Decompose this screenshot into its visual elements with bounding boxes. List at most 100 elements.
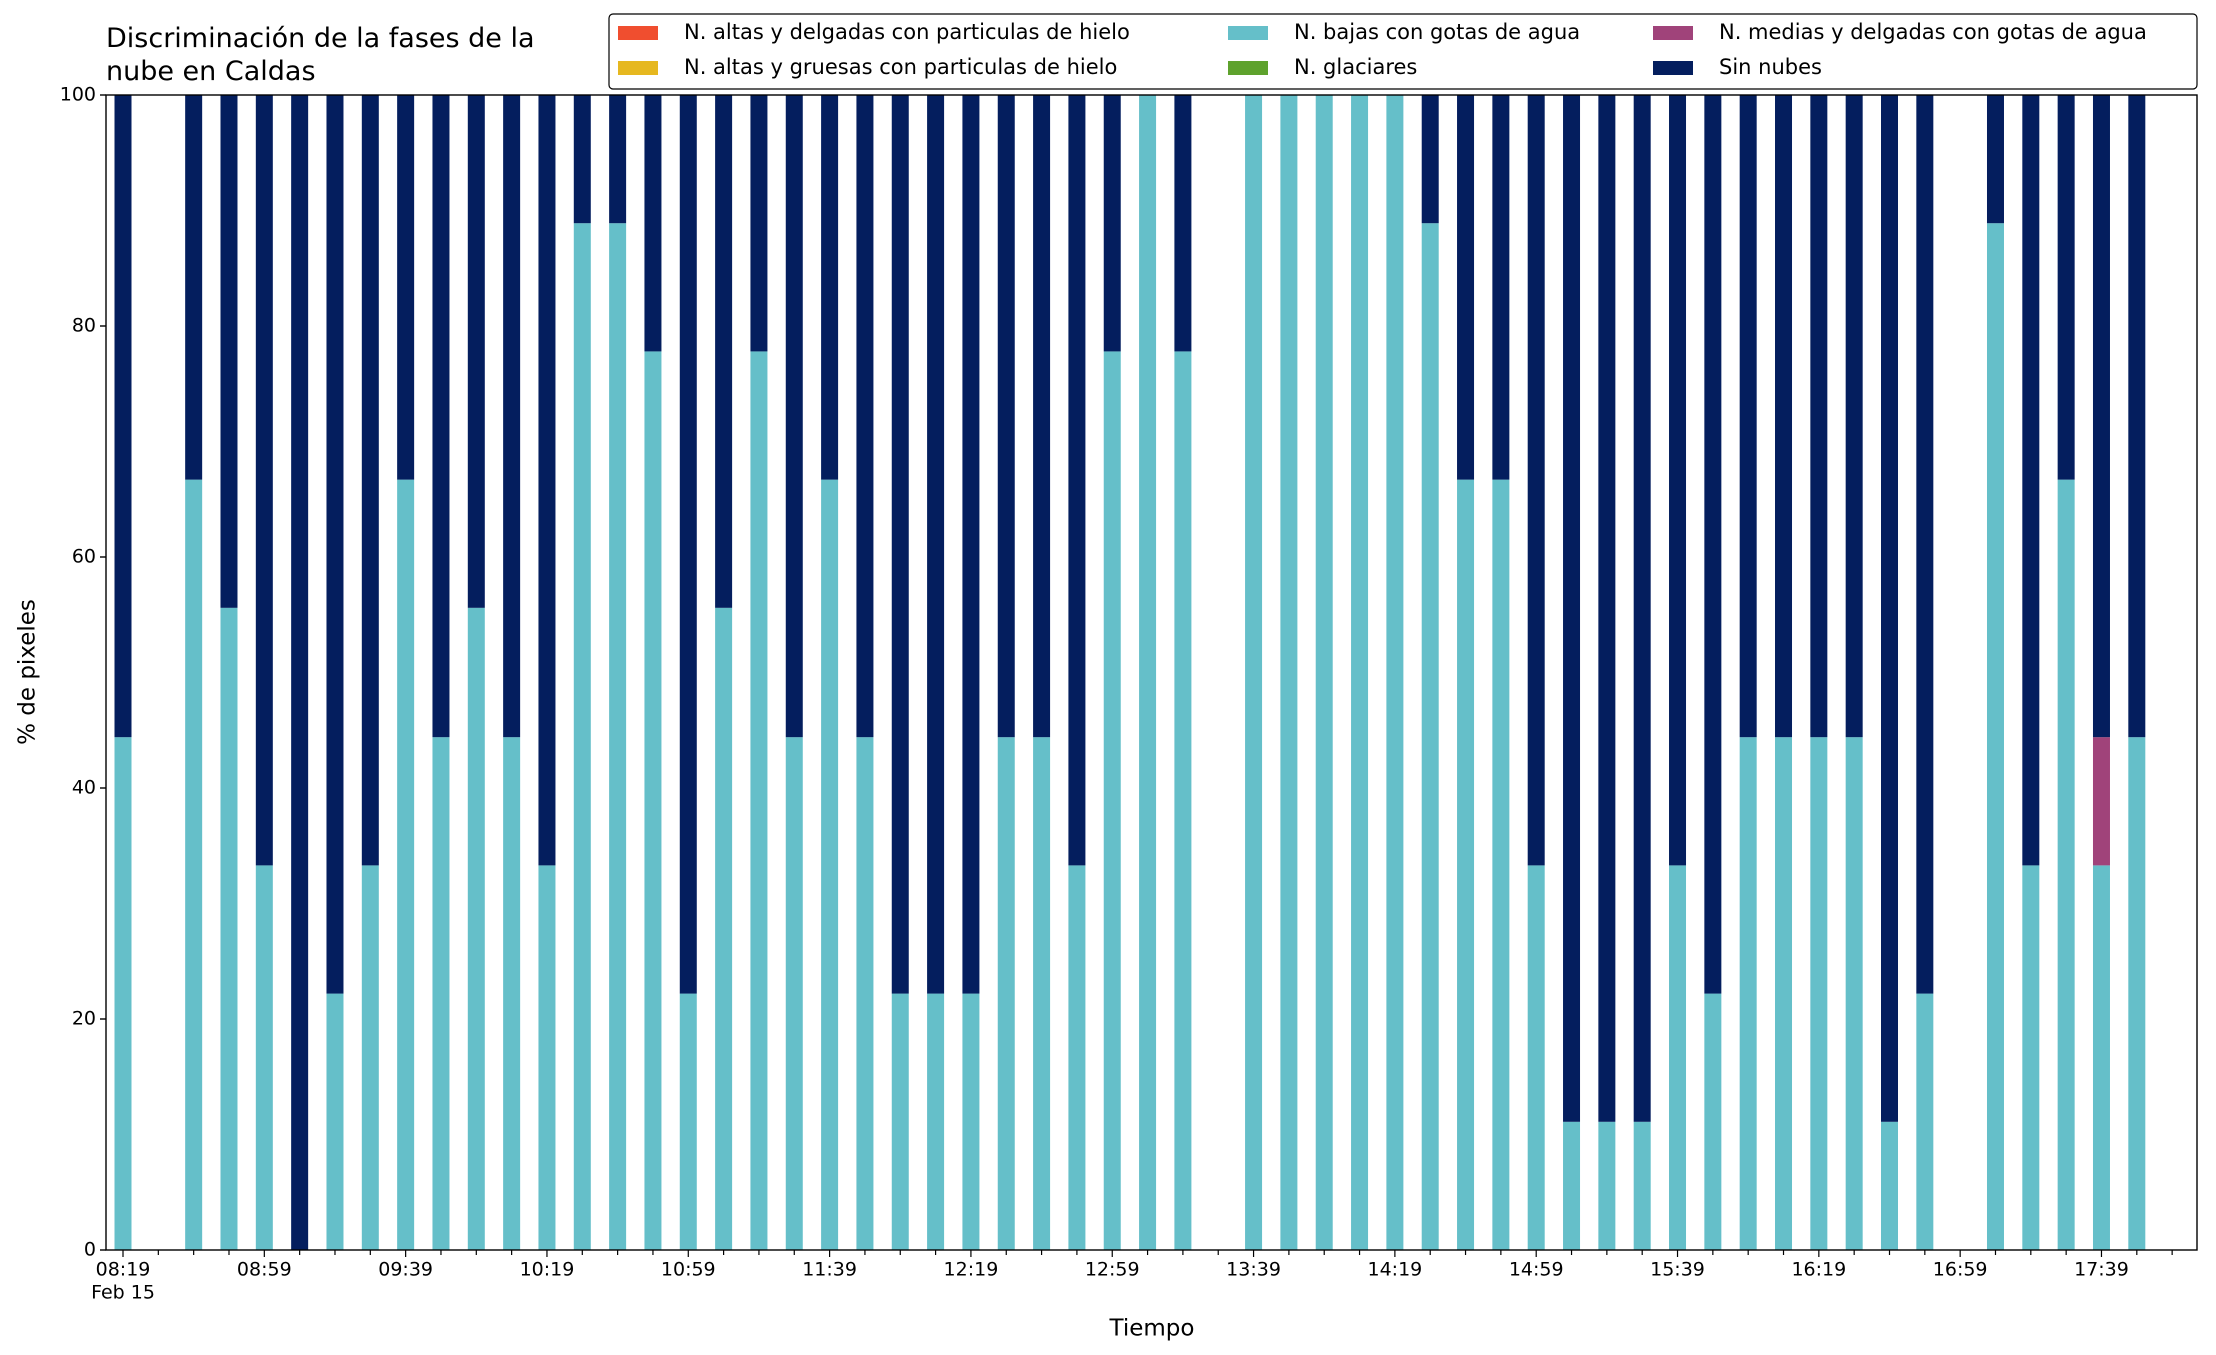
bar-segment <box>1916 95 1934 994</box>
bar-segment <box>326 95 344 994</box>
bar-segment <box>538 865 556 1250</box>
legend-label: N. medias y delgadas con gotas de agua <box>1719 20 2147 44</box>
bar-segment <box>1669 95 1687 866</box>
x-date-label: Feb 15 <box>91 1282 155 1304</box>
bar-segment <box>679 95 697 994</box>
bar-segment <box>503 737 521 1250</box>
y-axis-label: % de pixeles <box>15 599 41 745</box>
bar-segment <box>1103 95 1121 352</box>
bar-segment <box>1810 95 1828 738</box>
bar-segment <box>255 865 273 1250</box>
bar-segment <box>220 95 238 608</box>
bar-segment <box>609 223 627 1251</box>
bar-segment <box>1845 737 1863 1250</box>
x-tick-label: 08:19 <box>96 1259 151 1281</box>
bar-segment <box>432 737 450 1250</box>
bar-segment <box>715 607 733 1250</box>
bar-segment <box>220 607 238 1250</box>
bar-segment <box>361 865 379 1250</box>
x-tick-label: 11:39 <box>802 1259 857 1281</box>
bar-segment <box>679 993 697 1250</box>
bar-segment <box>1068 865 1086 1250</box>
x-tick-label: 08:59 <box>237 1259 292 1281</box>
bar-segment <box>1739 95 1757 738</box>
bar-segment <box>927 95 945 994</box>
bar-segment <box>1775 737 1793 1250</box>
legend-swatch <box>618 61 658 75</box>
bar-segment <box>1421 95 1439 224</box>
bar-segment <box>185 479 203 1250</box>
bar-segment <box>291 95 309 1250</box>
y-tick-label: 80 <box>72 315 96 337</box>
bar-segment <box>573 95 591 224</box>
bar-segment <box>2057 479 2075 1250</box>
bar-segment <box>397 95 415 480</box>
x-tick-label: 09:39 <box>378 1259 433 1281</box>
x-axis-label: Tiempo <box>1109 1316 1195 1342</box>
y-tick-label: 60 <box>72 546 96 568</box>
bar-segment <box>467 607 485 1250</box>
bar-segment <box>1139 95 1157 1250</box>
bar-segment <box>1986 95 2004 224</box>
bar-segment <box>927 993 945 1250</box>
x-tick-label: 15:39 <box>1650 1259 1705 1281</box>
x-tick-label: 16:59 <box>1933 1259 1988 1281</box>
bar-segment <box>397 479 415 1250</box>
bar-segment <box>326 993 344 1250</box>
bar-segment <box>1315 95 1333 1250</box>
bar-segment <box>644 351 662 1250</box>
x-tick-label: 17:39 <box>2074 1259 2129 1281</box>
chart-title: Discriminación de la fases de la nube en… <box>106 23 535 87</box>
legend-swatch <box>1228 61 1268 75</box>
bar-segment <box>1633 95 1651 1122</box>
bar-segment <box>1527 95 1545 866</box>
bar-segment <box>1704 993 1722 1250</box>
bar-segment <box>467 95 485 608</box>
bar-segment <box>2057 95 2075 480</box>
bar-segment <box>1174 95 1192 352</box>
legend-swatch <box>1653 61 1693 75</box>
bar-segment <box>785 95 803 738</box>
bar-segment <box>2022 95 2040 866</box>
legend-swatch <box>618 26 658 40</box>
x-tick-label: 13:39 <box>1226 1259 1281 1281</box>
legend-swatch <box>1228 26 1268 40</box>
bar-segment <box>856 95 874 738</box>
bar-segment <box>891 993 909 1250</box>
bar-segment <box>1845 95 1863 738</box>
bar-segment <box>2128 737 2146 1250</box>
bar-segment <box>856 737 874 1250</box>
bar-segment <box>2092 865 2110 1250</box>
bar-segment <box>1527 865 1545 1250</box>
bar-segment <box>1633 1121 1651 1250</box>
bar-segment <box>114 95 132 738</box>
x-tick-label: 12:59 <box>1085 1259 1140 1281</box>
legend-label: N. glaciares <box>1294 55 1417 79</box>
x-tick-label: 12:19 <box>944 1259 999 1281</box>
legend-label: Sin nubes <box>1719 55 1822 79</box>
bar-segment <box>114 737 132 1250</box>
bar-segment <box>962 95 980 994</box>
bar-segment <box>644 95 662 352</box>
bar-segment <box>1881 1121 1898 1250</box>
bar-segment <box>432 95 450 738</box>
y-tick-label: 20 <box>72 1008 96 1030</box>
bar-segment <box>2092 95 2110 738</box>
bar-segment <box>1245 95 1263 1250</box>
x-tick-label: 16:19 <box>1791 1259 1846 1281</box>
x-tick-label: 14:59 <box>1509 1259 1564 1281</box>
bar-segment <box>1598 95 1616 1122</box>
bar-segment <box>997 95 1015 738</box>
bar-segment <box>1704 95 1722 994</box>
legend-swatch <box>1653 26 1693 40</box>
bar-segment <box>1810 737 1828 1250</box>
bar-segment <box>891 95 909 994</box>
bar-segment <box>1492 95 1510 480</box>
plot-frame <box>105 94 2198 1251</box>
bar-segment <box>1421 223 1439 1251</box>
bar-segment <box>2128 95 2146 738</box>
bar-segment <box>785 737 803 1250</box>
bar-segment <box>962 993 980 1250</box>
